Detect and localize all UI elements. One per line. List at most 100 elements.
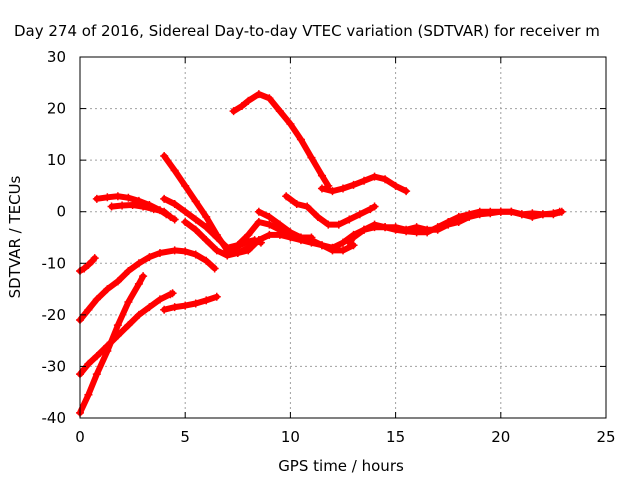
- data-point: [170, 246, 179, 255]
- chart-title: Day 274 of 2016, Sidereal Day-to-day VTE…: [14, 22, 600, 40]
- data-point: [296, 233, 305, 242]
- data-point: [355, 210, 364, 219]
- data-point: [381, 175, 390, 184]
- data-point: [254, 90, 263, 99]
- data-point: [103, 285, 112, 294]
- data-point: [166, 212, 175, 221]
- data-point: [475, 207, 484, 216]
- data-point: [402, 227, 411, 236]
- y-tick-label: 10: [47, 151, 66, 169]
- y-axis-label: SDTVAR / TECUs: [6, 175, 24, 298]
- data-series-layer: [76, 90, 566, 417]
- data-point: [313, 212, 322, 221]
- data-point: [181, 247, 190, 256]
- data-point: [381, 223, 390, 232]
- x-tick-label: 5: [180, 428, 190, 446]
- data-point: [339, 184, 347, 193]
- data-point: [275, 220, 284, 229]
- data-point: [191, 250, 200, 259]
- data-point: [202, 256, 211, 265]
- data-point: [210, 264, 219, 273]
- data-point: [170, 166, 179, 175]
- data-point: [92, 352, 101, 361]
- data-series-17: [328, 207, 566, 252]
- data-point: [496, 207, 505, 216]
- data-point: [80, 264, 89, 273]
- data-point: [212, 246, 221, 255]
- data-point: [324, 220, 333, 229]
- data-point: [160, 305, 169, 314]
- data-point: [303, 202, 312, 211]
- data-point: [366, 205, 375, 214]
- data-point: [345, 215, 354, 224]
- data-series-11: [227, 236, 265, 255]
- data-point: [528, 212, 537, 221]
- data-series-9: [160, 292, 221, 314]
- data-point: [402, 187, 411, 196]
- data-point: [334, 220, 343, 229]
- y-tick-label: 0: [56, 203, 66, 221]
- data-point: [423, 228, 432, 237]
- data-series-13: [254, 207, 358, 255]
- x-tick-label: 15: [386, 428, 405, 446]
- data-point: [191, 225, 200, 234]
- data-point: [275, 107, 284, 116]
- data-point: [160, 194, 169, 203]
- data-point: [370, 202, 379, 211]
- data-point: [84, 260, 93, 269]
- data-point: [92, 295, 101, 304]
- data-series-1: [76, 254, 99, 276]
- data-point: [149, 205, 158, 214]
- data-point: [265, 220, 274, 229]
- data-point: [191, 299, 200, 308]
- data-point: [139, 202, 148, 211]
- data-point: [181, 207, 190, 216]
- data-point: [223, 251, 232, 260]
- data-point: [84, 390, 93, 399]
- data-point: [250, 236, 259, 245]
- y-tick-label: -10: [42, 254, 67, 272]
- data-point: [134, 259, 143, 268]
- data-point: [254, 207, 263, 216]
- data-point: [155, 295, 164, 304]
- data-point: [265, 230, 274, 239]
- data-point: [124, 267, 133, 276]
- data-point: [244, 96, 253, 105]
- data-point: [317, 184, 326, 193]
- data-point: [191, 215, 200, 224]
- data-point: [444, 218, 453, 227]
- data-point: [296, 135, 305, 144]
- data-point: [103, 193, 112, 202]
- data-point: [254, 218, 263, 227]
- data-point: [391, 181, 400, 190]
- data-series-15: [317, 172, 411, 196]
- data-point: [235, 241, 244, 250]
- x-tick-label: 10: [281, 428, 300, 446]
- data-point: [103, 346, 112, 355]
- data-point: [244, 237, 253, 246]
- data-point: [507, 207, 516, 216]
- data-point: [124, 193, 133, 202]
- data-point: [113, 192, 122, 201]
- data-point: [286, 120, 295, 129]
- data-point: [328, 187, 337, 196]
- data-point: [517, 210, 526, 219]
- data-point: [118, 201, 127, 210]
- data-point: [486, 207, 495, 216]
- y-tick-label: -30: [42, 357, 67, 375]
- data-point: [124, 321, 133, 330]
- data-point: [168, 289, 177, 298]
- data-point: [238, 101, 247, 110]
- data-point: [202, 212, 211, 221]
- data-point: [557, 207, 566, 216]
- data-point: [454, 212, 463, 221]
- y-tick-label: -40: [42, 409, 67, 427]
- data-point: [307, 236, 316, 245]
- data-point: [145, 253, 154, 262]
- data-point: [233, 248, 242, 257]
- data-point: [370, 223, 379, 232]
- data-point: [170, 199, 179, 208]
- data-point: [139, 272, 148, 281]
- data-point: [244, 230, 253, 239]
